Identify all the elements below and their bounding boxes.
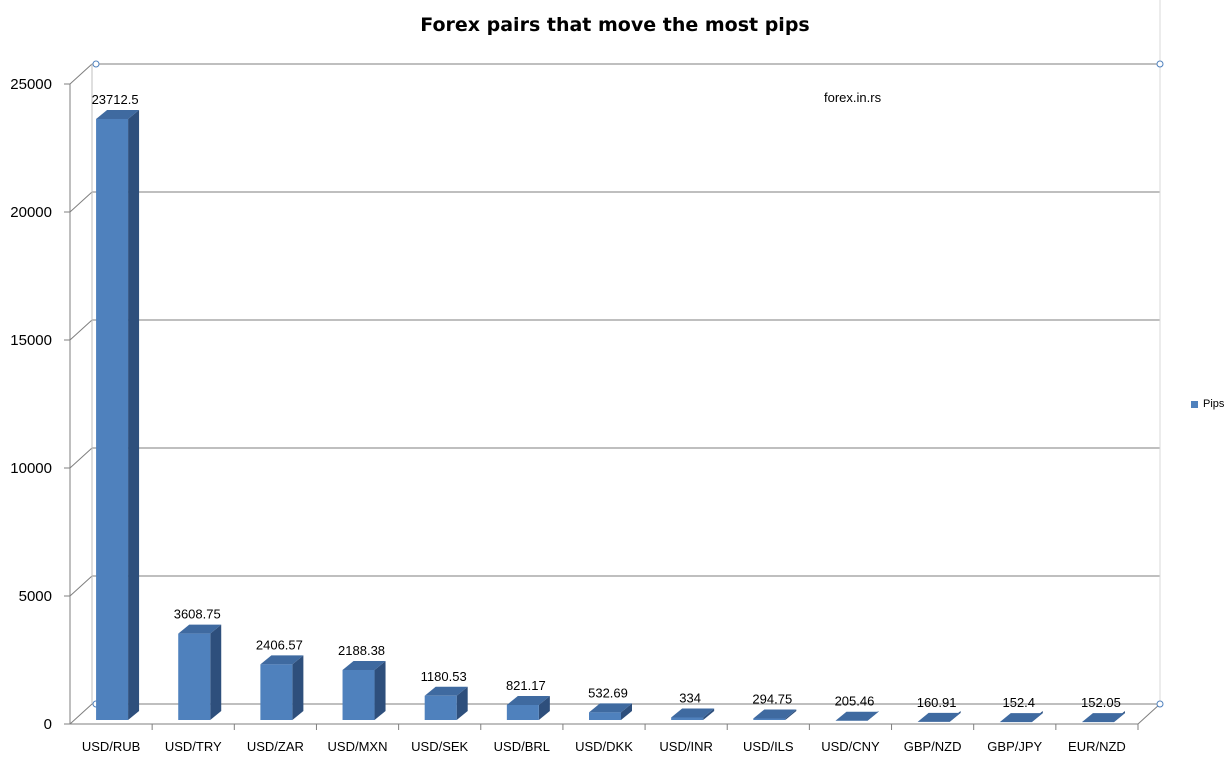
data-label: 3608.75 — [174, 607, 221, 622]
x-tick-label: USD/TRY — [165, 739, 222, 754]
gridline-depth — [69, 319, 93, 341]
legend-label: Pips — [1203, 398, 1225, 410]
y-tick-label: 10000 — [10, 460, 52, 477]
bar-top — [835, 711, 879, 721]
bar-top — [1081, 713, 1125, 723]
x-tick-label: USD/CNY — [821, 739, 880, 754]
bar-top — [917, 712, 961, 722]
y-tick-label: 0 — [44, 716, 52, 733]
bar — [671, 717, 704, 720]
bar-side — [703, 708, 715, 720]
x-tick-label: USD/MXN — [328, 739, 388, 754]
bar-top — [999, 713, 1043, 723]
y-tick-label: 20000 — [10, 204, 52, 221]
bar — [342, 669, 375, 720]
data-label: 294.75 — [752, 691, 792, 706]
gridline-depth — [69, 447, 93, 469]
gridline-depth — [69, 575, 93, 597]
bar-top — [178, 624, 222, 634]
bar-top — [506, 695, 550, 705]
plot-handle — [92, 60, 100, 68]
y-tick-label: 25000 — [10, 76, 52, 93]
bar-top — [424, 686, 468, 696]
x-tick-label: USD/RUB — [82, 739, 141, 754]
bar — [506, 704, 539, 720]
bar-top — [671, 708, 715, 718]
data-label: 1180.53 — [421, 669, 467, 684]
data-label: 2188.38 — [338, 643, 385, 658]
y-tick-label: 5000 — [19, 588, 52, 605]
bar-top — [589, 703, 632, 713]
bar-side — [292, 655, 304, 720]
bar-side — [210, 624, 222, 720]
bar — [753, 718, 786, 720]
x-tick-label: USD/ILS — [743, 739, 794, 754]
legend-swatch — [1191, 400, 1198, 408]
bar — [589, 712, 621, 720]
x-tick-label: USD/BRL — [494, 739, 550, 754]
legend: Pips — [1191, 398, 1224, 410]
bar-side — [785, 709, 797, 720]
bar-side — [128, 109, 140, 720]
bar-side — [538, 695, 550, 720]
data-label: 152.05 — [1081, 695, 1121, 710]
gridline-depth — [69, 191, 93, 213]
data-label: 160.91 — [917, 695, 957, 710]
x-tick-label: GBP/JPY — [987, 739, 1042, 754]
bar — [96, 118, 129, 720]
x-tick-label: USD/ZAR — [247, 739, 304, 754]
data-label: 821.17 — [506, 678, 546, 693]
x-tick-label: USD/INR — [659, 739, 712, 754]
bar — [424, 695, 457, 720]
floor-right-edge — [1137, 703, 1161, 725]
data-label: 205.46 — [835, 694, 875, 709]
bar-top — [260, 655, 304, 665]
plot-handle — [1156, 60, 1164, 68]
x-tick-label: USD/DKK — [575, 739, 633, 754]
bar-top — [96, 109, 140, 119]
data-label: 2406.57 — [256, 637, 303, 652]
chart-title: Forex pairs that move the most pips — [420, 14, 810, 36]
data-label: 532.69 — [588, 685, 628, 700]
bar-top — [753, 709, 797, 719]
bar-side — [456, 686, 468, 720]
x-tick-label: EUR/NZD — [1068, 739, 1126, 754]
bar-side — [374, 660, 386, 720]
bar — [178, 633, 211, 720]
plot-handle — [1156, 700, 1164, 708]
bar-side — [621, 703, 632, 720]
data-label: 23712.5 — [92, 92, 139, 107]
data-label: 152.4 — [1002, 695, 1035, 710]
x-tick-label: GBP/NZD — [904, 739, 962, 754]
data-label: 334 — [679, 690, 701, 705]
bar-top — [342, 660, 386, 670]
gridline-depth — [69, 63, 93, 85]
y-tick-label: 15000 — [10, 332, 52, 349]
x-tick-label: USD/SEK — [411, 739, 468, 754]
watermark-text: forex.in.rs — [824, 90, 882, 105]
gridline-depth — [69, 703, 93, 725]
bar — [260, 664, 293, 720]
